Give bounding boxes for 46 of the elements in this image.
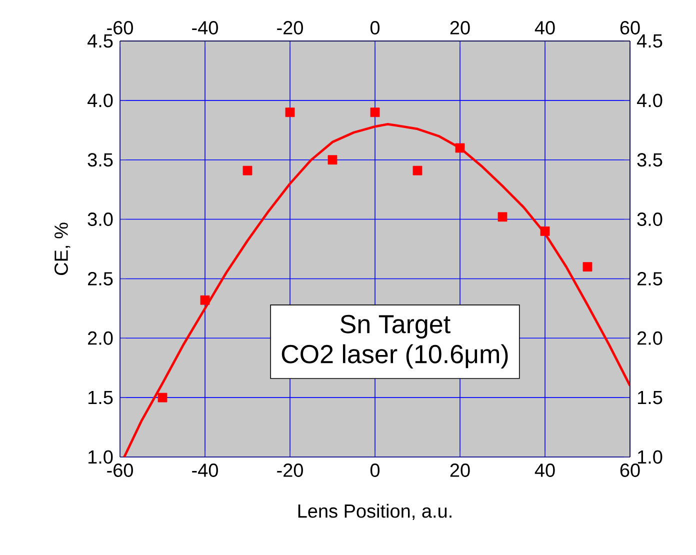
x-tick-label: 20 [450, 464, 470, 477]
y-tick-label: 1.0 [88, 450, 113, 464]
x2-tick-label: -60 [107, 21, 133, 34]
y2-tick-label: 4.5 [636, 34, 662, 48]
point [582, 262, 592, 272]
y-tick-label: 3.0 [88, 212, 113, 226]
x-tick-label: -40 [192, 464, 218, 477]
y2-tick-label: 2.0 [638, 331, 662, 345]
point [370, 108, 380, 118]
y-tick-label: 4.5 [87, 34, 113, 48]
line-series [123, 123, 630, 457]
point [540, 226, 550, 236]
annotation: Sn Target [340, 314, 450, 338]
y2-tick-label: 1.5 [638, 390, 662, 404]
y-tick-label: 2.5 [88, 272, 113, 286]
y-tick-label: 2.0 [88, 331, 113, 345]
x2-tick-label: -20 [277, 21, 303, 34]
y2-tick-label: 4.0 [636, 94, 662, 108]
y-tick-label: 3.5 [88, 153, 113, 167]
x-tick-label: 60 [620, 464, 640, 477]
x-tick-label: 0 [370, 464, 380, 477]
y-tick-label: 1.5 [88, 390, 113, 404]
x2-tick-label: 20 [450, 21, 470, 34]
point [498, 212, 508, 222]
point [412, 166, 422, 176]
y-tick-label: 4.0 [87, 94, 113, 108]
x-tick-label: -20 [277, 464, 303, 477]
y2-tick-label: 3.0 [637, 212, 662, 226]
y2-tick-label: 2.5 [638, 272, 662, 286]
x2-tick-label: 60 [620, 21, 640, 34]
point [328, 155, 338, 165]
x-tick-label: 40 [534, 464, 555, 477]
point [200, 295, 210, 305]
y2-tick-label: 1.0 [638, 450, 662, 464]
point [158, 392, 168, 402]
x2-tick-label: 40 [534, 21, 555, 34]
point [455, 143, 465, 153]
y2-tick-label: 3.5 [637, 153, 662, 167]
x-tick-label: -60 [107, 464, 133, 477]
annotation: CO2 laser (10.6μm) [282, 344, 508, 368]
y-axis-title: CE, % [54, 222, 70, 275]
point [285, 108, 295, 118]
x2-tick-label: -40 [192, 21, 218, 34]
point [242, 166, 252, 176]
x-axis-title: Lens Position, a.u. [298, 504, 452, 520]
x2-tick-label: 0 [370, 21, 380, 34]
